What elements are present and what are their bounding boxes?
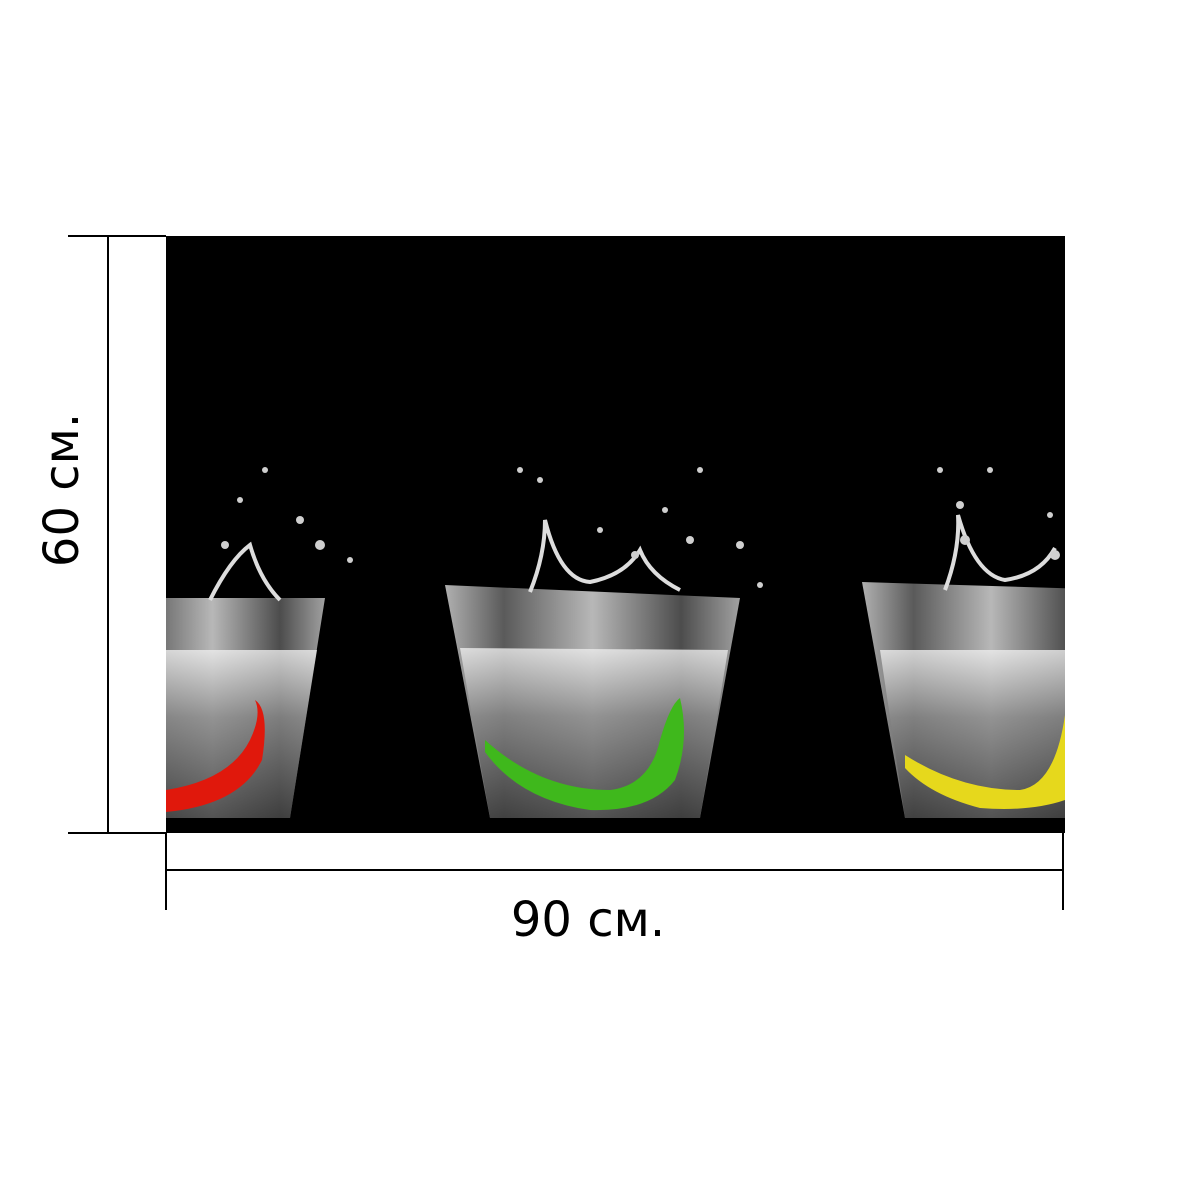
photo [166, 236, 1065, 833]
droplets [221, 467, 1060, 588]
glass-red [166, 541, 325, 818]
height-label: 60 см. [34, 413, 90, 567]
glass-green [445, 519, 740, 818]
glass-yellow [862, 514, 1065, 818]
width-label: 90 см. [511, 892, 665, 948]
height-dimension: 60 см. [34, 235, 166, 834]
width-dimension: 90 см. [165, 833, 1064, 948]
